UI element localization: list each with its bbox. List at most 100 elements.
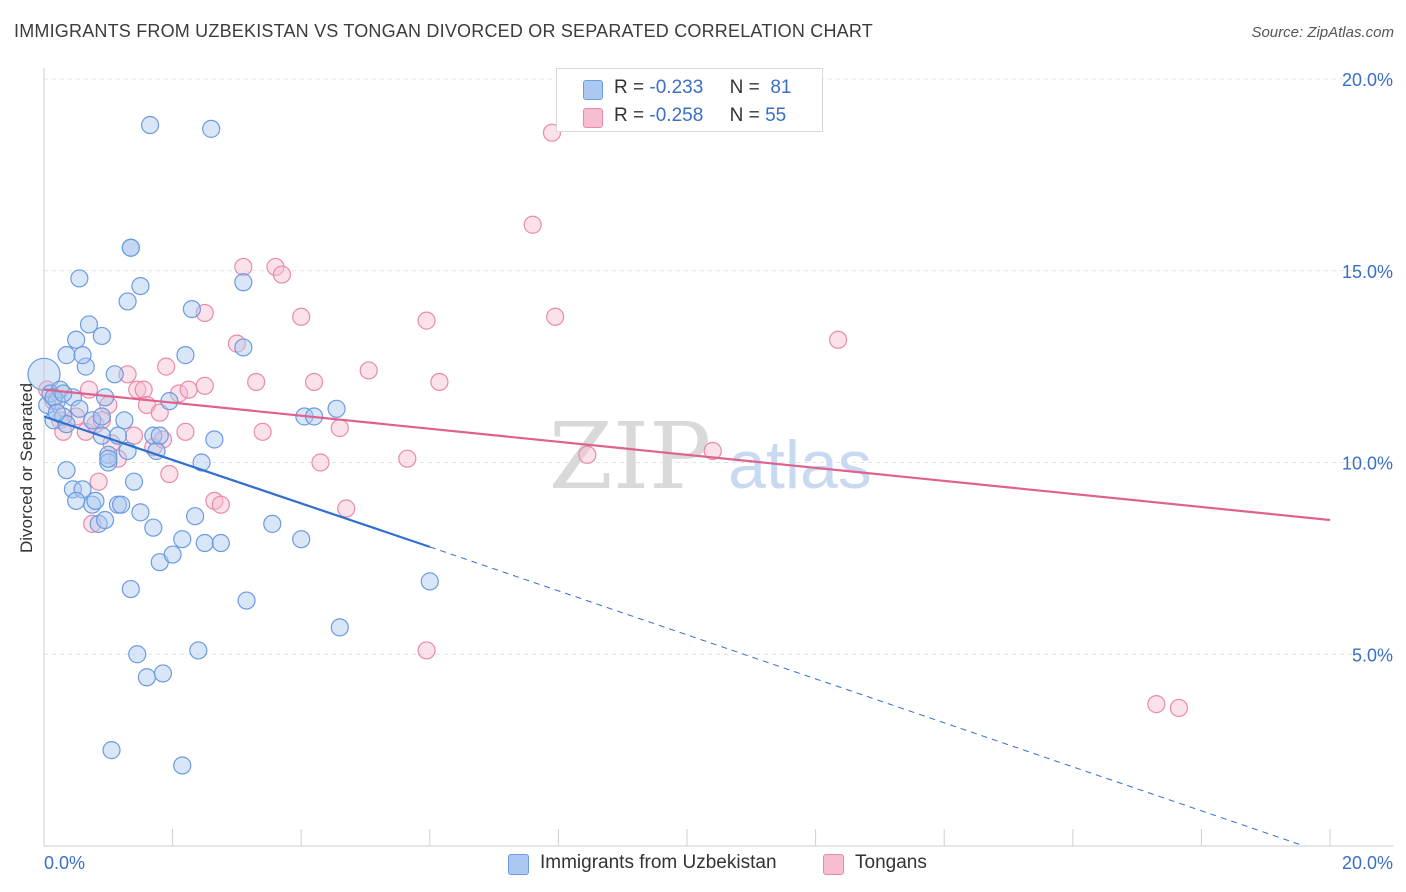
uzbekistan-point xyxy=(105,365,124,384)
n-value-uzbekistan: 81 xyxy=(770,77,792,98)
n-label: N = xyxy=(729,105,760,126)
tongan-point xyxy=(176,422,195,441)
uzbekistan-point xyxy=(73,346,92,365)
uzbekistan-point xyxy=(144,426,163,445)
uzbekistan-point xyxy=(118,292,137,311)
tongan-point xyxy=(247,372,266,392)
uzbekistan-point xyxy=(76,357,95,376)
tongan-point xyxy=(124,426,144,445)
uzbekistan-point xyxy=(115,411,134,430)
uzbekistan-point xyxy=(163,545,182,564)
n-label: N = xyxy=(729,77,760,98)
uzbekistan-point xyxy=(112,495,131,514)
uzbekistan-point xyxy=(79,315,99,334)
stats-legend: R = -0.233 N = 81 R = -0.258 N = 55 xyxy=(556,68,823,132)
tongan-point xyxy=(398,449,417,468)
r-value-tongan: -0.258 xyxy=(649,105,704,126)
uzbekistan-point xyxy=(124,472,144,491)
y-tick-label: 5.0% xyxy=(1352,645,1393,665)
uzbekistan-point xyxy=(137,668,156,687)
uzbekistan-point xyxy=(99,453,118,472)
tongan-point xyxy=(417,641,436,660)
uzbekistan-point xyxy=(173,530,192,549)
r-label: R = xyxy=(614,77,645,98)
uzbekistan-point xyxy=(182,300,201,319)
n-value-tongan: 55 xyxy=(765,105,787,126)
tongan-point xyxy=(1147,695,1166,714)
uzbekistan-point xyxy=(92,407,111,426)
uzbekistan-point xyxy=(150,426,169,445)
uzbekistan-point xyxy=(63,480,83,499)
uzbekistan-trend-extension xyxy=(429,546,1305,847)
uzbekistan-point xyxy=(128,645,147,664)
uzbekistan-point xyxy=(237,591,256,610)
uzbekistan-point xyxy=(57,461,76,480)
uzbekistan-point xyxy=(67,491,86,510)
x-tick-label: 0.0% xyxy=(44,853,85,873)
uzbekistan-point xyxy=(67,330,86,349)
tongan-point xyxy=(1169,698,1188,718)
uzbekistan-point xyxy=(99,445,118,464)
tongan-point xyxy=(330,418,349,438)
tongan-point xyxy=(359,361,378,380)
uzbekistan-point xyxy=(57,346,76,365)
legend-label-tongans: Tongans xyxy=(855,852,927,873)
uzbekistan-trend-line xyxy=(43,415,431,548)
uzbekistan-point xyxy=(327,399,346,418)
uzbekistan-point xyxy=(205,430,224,449)
uzbekistan-point xyxy=(83,411,102,430)
uzbekistan-swatch xyxy=(583,80,603,100)
uzbekistan-point xyxy=(173,756,192,775)
uzbekistan-point xyxy=(176,346,195,365)
y-axis-label: Divorced or Separated xyxy=(17,382,36,554)
uzbekistan-point xyxy=(131,276,150,296)
tongan-point xyxy=(417,311,436,330)
tongan-swatch xyxy=(583,108,603,128)
uzbekistan-point xyxy=(70,399,89,418)
uzbekistan-point xyxy=(92,326,111,346)
tongan-point xyxy=(169,384,189,403)
uzbekistan-point xyxy=(234,338,253,357)
uzbekistan-point xyxy=(44,388,63,407)
uzbekistan-point xyxy=(292,530,311,549)
uzbekistan-point xyxy=(70,269,89,288)
tongan-point xyxy=(108,449,128,468)
tongan-point xyxy=(157,357,176,376)
tongan-point xyxy=(253,422,272,441)
uzbekistan-point xyxy=(121,238,140,257)
uzbekistan-point xyxy=(95,510,115,530)
y-tick-label: 15.0% xyxy=(1342,262,1393,282)
uzbekistan-point xyxy=(263,514,282,533)
legend-label-uzbekistan: Immigrants from Uzbekistan xyxy=(540,852,777,873)
tongan-point xyxy=(179,380,198,399)
watermark-atlas: atlas xyxy=(728,427,872,503)
uzbekistan-point xyxy=(140,115,160,135)
tongan-trend-line xyxy=(43,388,1331,522)
uzbekistan-point xyxy=(54,384,73,403)
r-value-uzbekistan: -0.233 xyxy=(649,77,704,98)
y-tick-label: 10.0% xyxy=(1342,454,1393,474)
uzbekistan-legend-swatch xyxy=(508,854,529,875)
uzbekistan-point xyxy=(420,572,439,591)
tongan-point xyxy=(703,441,722,461)
tongan-point xyxy=(118,365,137,384)
chart-title: IMMIGRANTS FROM UZBEKISTAN VS TONGAN DIV… xyxy=(14,21,873,41)
uzbekistan-point xyxy=(234,273,253,292)
tongan-point xyxy=(578,445,597,464)
x-tick-label: 20.0% xyxy=(1342,853,1393,873)
tongan-point xyxy=(546,307,565,326)
uzbekistan-point xyxy=(99,449,118,468)
tongan-point xyxy=(89,472,108,491)
uzbekistan-point xyxy=(202,119,221,138)
uzbekistan-point xyxy=(73,480,92,499)
tongan-point xyxy=(304,372,324,392)
uzbekistan-point xyxy=(211,533,230,553)
tongan-point xyxy=(337,499,356,518)
tongan-point xyxy=(160,464,179,484)
tongan-point xyxy=(523,215,542,234)
tongan-point xyxy=(292,307,311,326)
tongan-point xyxy=(430,372,449,392)
tongan-point xyxy=(311,453,330,472)
tongan-point xyxy=(234,257,253,277)
